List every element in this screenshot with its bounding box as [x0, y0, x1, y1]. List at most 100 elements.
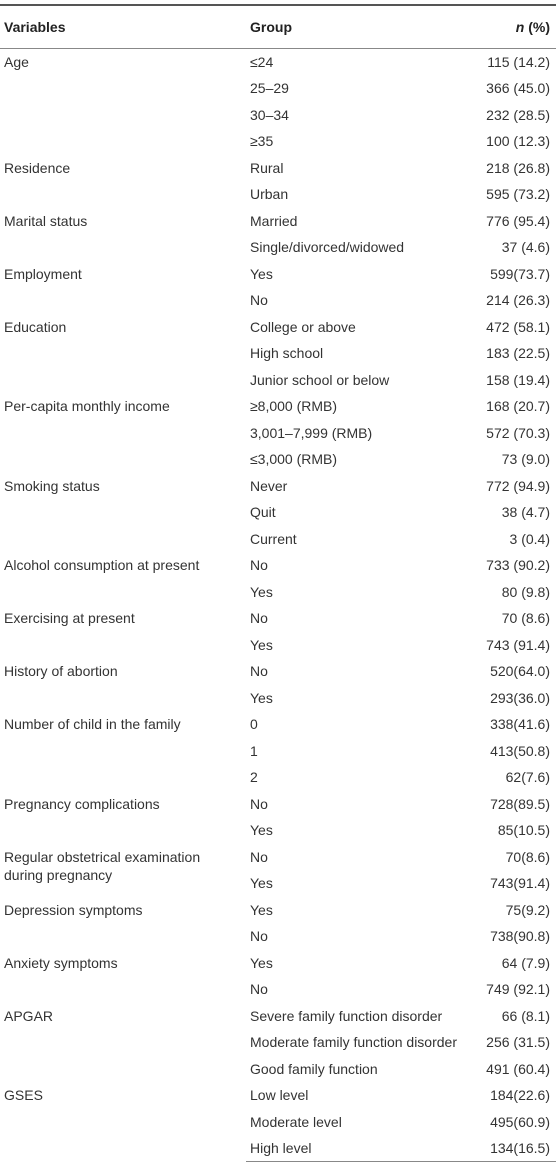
variable-cell: Marital status	[4, 212, 88, 229]
group-cell: 1	[250, 742, 258, 759]
n-cell: 183 (22.5)	[486, 345, 550, 362]
variable-cell: Anxiety symptoms	[4, 954, 118, 971]
n-cell: 73 (9.0)	[501, 451, 550, 468]
n-cell: 572 (70.3)	[486, 424, 550, 441]
n-cell: 293(36.0)	[490, 689, 550, 706]
table-row: APGAR Severe family function disorder 66 (…	[0, 1003, 556, 1030]
group-cell: No	[250, 928, 268, 945]
group-cell: ≥35	[250, 133, 274, 150]
table-row: Moderate family function disorder 256 (31…	[0, 1029, 556, 1056]
table-row: Education College or above 472 (58.1)	[0, 314, 556, 341]
header-symbol: n	[515, 19, 525, 35]
group-cell: Married	[250, 212, 298, 229]
n-cell: 338(41.6)	[490, 716, 550, 733]
table-row: Per-capita monthly income ≥8,000 (RMB) 168…	[0, 393, 556, 420]
group-cell: No	[250, 610, 268, 627]
table-row: No 749 (92.1)	[0, 976, 556, 1003]
table-row: Good family function 491 (60.4)	[0, 1056, 556, 1083]
table-row: Urban 595 (73.2)	[0, 181, 556, 208]
n-cell: 64 (7.9)	[501, 954, 550, 971]
group-cell: No	[250, 557, 268, 574]
group-cell: ≤24	[250, 54, 274, 70]
group-cell: High level	[246, 1135, 476, 1162]
group-cell: Junior school or below	[250, 371, 390, 388]
n-cell: 772 (94.9)	[486, 477, 550, 494]
n-cell: 738(90.8)	[490, 928, 550, 945]
n-cell: 184(22.6)	[490, 1087, 550, 1104]
header-cell: Variables	[0, 4, 246, 49]
n-cell: 520(64.0)	[490, 663, 550, 680]
group-cell: Urban	[250, 186, 289, 203]
group-cell: Single/divorced/widowed	[250, 239, 405, 256]
group-cell: Moderate family function disorder	[250, 1034, 457, 1051]
table-row: Single/divorced/widowed 37 (4.6)	[0, 234, 556, 261]
variable-cell: Smoking status	[4, 477, 100, 494]
group-cell: Current	[250, 530, 297, 547]
n-cell: 491 (60.4)	[486, 1060, 550, 1077]
group-cell: Low level	[250, 1087, 309, 1104]
table-row: Exercising at present No 70 (8.6)	[0, 605, 556, 632]
n-cell: 66 (8.1)	[501, 1007, 550, 1024]
table-row: High school 183 (22.5)	[0, 340, 556, 367]
variable-cell: GSES	[4, 1087, 43, 1103]
table-row: Employment Yes 599(73.7)	[0, 261, 556, 288]
table-row: Regular obstetrical examination during p…	[0, 844, 556, 883]
group-cell: College or above	[250, 318, 356, 335]
group-cell: Yes	[250, 901, 273, 918]
header-unit: (%)	[528, 19, 550, 35]
table-row: Anxiety symptoms Yes 64 (7.9)	[0, 950, 556, 977]
group-cell: No	[250, 981, 268, 998]
n-cell: 743 (91.4)	[486, 636, 550, 653]
group-cell: Yes	[250, 875, 273, 892]
table-row: 2 62(7.6)	[0, 764, 556, 791]
table-row: 3,001–7,999 (RMB) 572 (70.3)	[0, 420, 556, 447]
n-cell: 472 (58.1)	[486, 318, 550, 335]
variable-cell: Education	[4, 318, 67, 335]
table-row: Yes 80 (9.8)	[0, 579, 556, 606]
n-cell: 168 (20.7)	[486, 398, 550, 415]
n-cell: 100 (12.3)	[486, 133, 550, 150]
table-row: Pregnancy complications No 728(89.5)	[0, 791, 556, 818]
table-row: 25–29 366 (45.0)	[0, 75, 556, 102]
table-row: High level 134(16.5)	[0, 1135, 556, 1162]
table-row: 30–34 232 (28.5)	[0, 102, 556, 129]
table-row: No 214 (26.3)	[0, 287, 556, 314]
group-cell: No	[250, 663, 268, 680]
variable-cell: Pregnancy complications	[4, 795, 160, 812]
group-cell: No	[250, 795, 268, 812]
n-cell: 80 (9.8)	[501, 583, 550, 600]
variable-cell: Number of child in the family	[4, 716, 181, 732]
n-cell: 218 (26.8)	[486, 159, 550, 176]
group-cell: ≥8,000 (RMB)	[250, 398, 338, 415]
table-row: Quit 38 (4.7)	[0, 499, 556, 526]
n-cell: 158 (19.4)	[486, 371, 550, 388]
group-cell: Moderate level	[250, 1113, 342, 1130]
table-row: Number of child in the family 0 338(41.6)	[0, 711, 556, 738]
variable-cell: History of abortion	[4, 663, 118, 679]
group-cell: 25–29	[250, 80, 289, 97]
n-cell: 749 (92.1)	[486, 981, 550, 998]
header-cell: Group	[246, 4, 476, 49]
table-row: Yes 743(91.4)	[0, 870, 556, 897]
variable-cell: Age	[4, 54, 29, 70]
variable-cell: Depression symptoms	[4, 901, 143, 918]
table-row: Residence Rural 218 (26.8)	[0, 155, 556, 182]
group-cell: 30–34	[250, 106, 289, 123]
table-header: Variables Group n (%)	[0, 4, 556, 49]
group-cell: Quit	[250, 504, 276, 521]
variable-cell: Per-capita monthly income	[4, 398, 170, 414]
data-table: Variables Group n (%) Age ≤24 115 (14.2) 25…	[0, 4, 556, 1162]
n-cell: 728(89.5)	[490, 795, 550, 812]
header-cell: n (%)	[476, 4, 556, 49]
variable-cell: Residence	[4, 159, 71, 176]
n-cell: 3 (0.4)	[509, 530, 550, 547]
table-row: History of abortion No 520(64.0)	[0, 658, 556, 685]
table-row: ≤3,000 (RMB) 73 (9.0)	[0, 446, 556, 473]
group-cell: Severe family function disorder	[250, 1007, 443, 1024]
group-cell: No	[250, 848, 268, 865]
group-cell: Yes	[250, 583, 273, 600]
n-cell: 37 (4.6)	[501, 239, 550, 256]
table-row: Junior school or below 158 (19.4)	[0, 367, 556, 394]
table-row: ≥35 100 (12.3)	[0, 128, 556, 155]
